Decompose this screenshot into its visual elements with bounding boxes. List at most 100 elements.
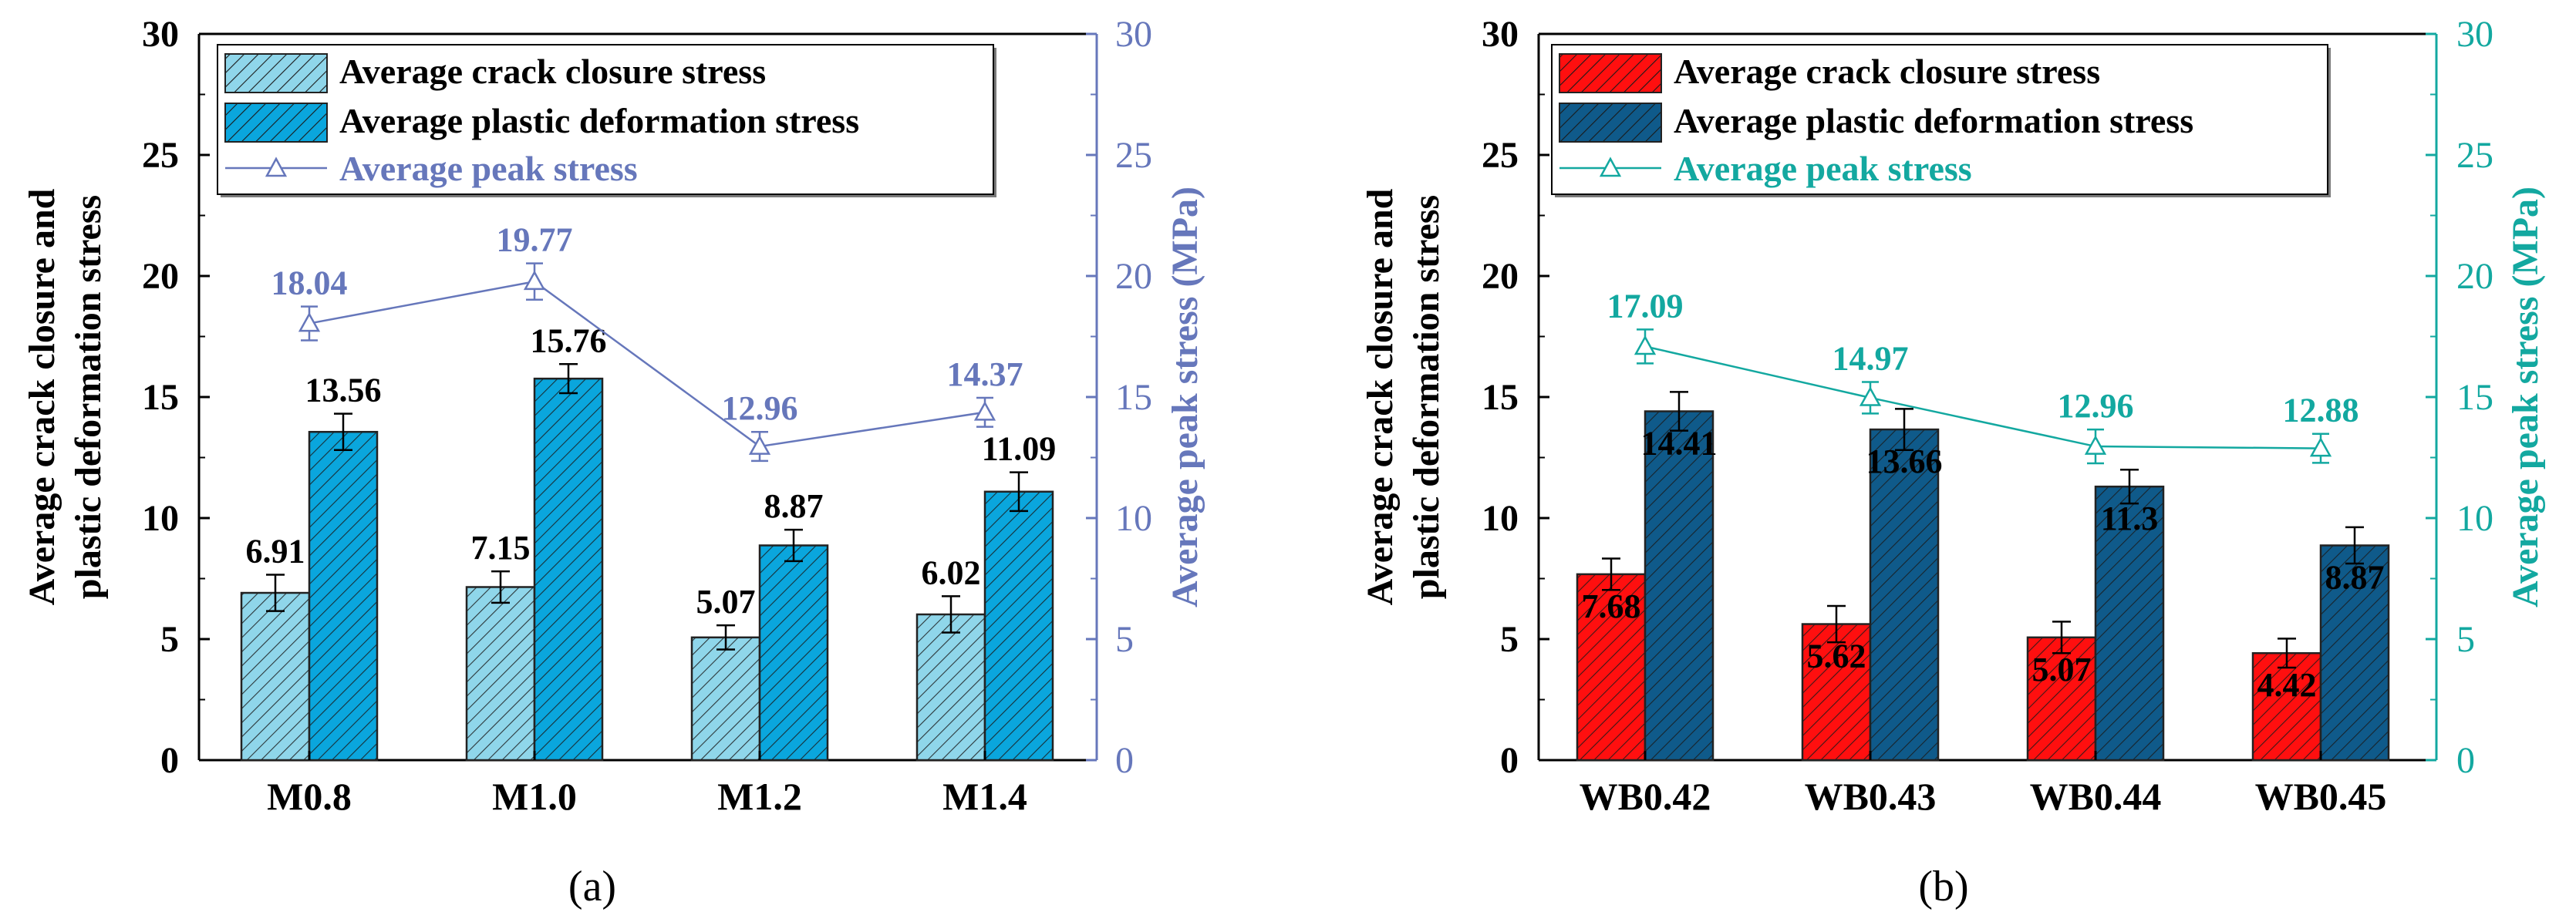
data-label-closure: 5.62: [1807, 638, 1866, 675]
peak-line: [309, 280, 986, 448]
peak-marker: [523, 270, 546, 291]
peak-data-label: 12.88: [2283, 392, 2359, 429]
y-tick-label-right: 20: [2456, 256, 2493, 297]
y-axis-title-left: Average crack closure and plastic deforma…: [1360, 188, 1447, 605]
legend: Average crack closure stress Average plas…: [217, 44, 996, 197]
peak-marker: [2309, 436, 2332, 457]
y-tick-label-left: 20: [1482, 256, 1519, 297]
peak-data-label: 18.04: [271, 264, 348, 302]
legend-label-closure: Average crack closure stress: [339, 52, 766, 91]
bar-hatch: [915, 613, 986, 762]
bar-hatch: [240, 591, 311, 762]
y-tick-label-right: 0: [1115, 740, 1134, 781]
peak-data-label: 12.96: [722, 389, 798, 427]
legend-swatch-hatch: [224, 103, 328, 143]
y-tick-label-left: 30: [1482, 14, 1519, 55]
legend-label-peak: Average peak stress: [339, 149, 638, 188]
x-tick-label: M1.2: [717, 775, 802, 818]
data-label-plastic: 13.66: [1866, 443, 1943, 480]
y-tick-label-right: 15: [2456, 377, 2493, 418]
y-tick-label-right: 10: [1115, 498, 1152, 539]
legend-label-plastic: Average plastic deformation stress: [339, 101, 859, 140]
y-tick-label-left: 0: [160, 740, 179, 781]
legend: Average crack closure stress Average plas…: [1551, 44, 2331, 197]
bar-hatch: [2319, 544, 2390, 762]
legend-swatch-peak-marker: [1599, 156, 1622, 177]
bar-hatch: [308, 430, 379, 762]
peak-marker: [298, 311, 321, 332]
panel-caption: (a): [568, 863, 616, 910]
y-axis-title-left: Average crack closure and plastic deforma…: [22, 188, 109, 605]
peak-marker: [1634, 335, 1657, 355]
data-label-closure: 7.15: [471, 529, 531, 567]
bar-hatch: [758, 544, 829, 762]
bar-hatch: [983, 490, 1054, 762]
data-label-closure: 6.91: [246, 532, 305, 570]
y-axis-title-line-2: plastic deformation stress: [1406, 195, 1447, 599]
y-tick-label-right: 30: [1115, 14, 1152, 55]
x-tick-label: M1.4: [942, 775, 1027, 818]
y-tick-label-left: 15: [1482, 377, 1519, 418]
y-axis-title-right: Average peak stress (MPa): [2505, 187, 2546, 607]
y-tick-label-left: 20: [142, 256, 179, 297]
panel-b: 0 0 5 5 10 10 15 15 20 20 25 25 30 30 Average crack cl…: [1360, 14, 2546, 910]
bar-hatch: [1576, 573, 1647, 762]
data-label-plastic: 11.09: [982, 430, 1057, 468]
x-tick-label: WB0.42: [1580, 775, 1711, 818]
peak-line: [1644, 345, 2321, 449]
legend-box: [1551, 44, 2328, 195]
y-tick-label-left: 10: [142, 498, 179, 539]
data-label-closure: 6.02: [922, 554, 981, 591]
x-tick-label: M1.0: [492, 775, 577, 818]
y-tick-label-right: 30: [2456, 14, 2493, 55]
y-axis-title-right: Average peak stress (MPa): [1165, 187, 1205, 607]
peak-marker: [748, 435, 771, 455]
data-label-plastic: 8.87: [764, 487, 824, 525]
peak-data-label: 17.09: [1607, 287, 1684, 325]
data-label-closure: 7.68: [1582, 587, 1641, 625]
y-tick-label-right: 0: [2456, 740, 2475, 781]
y-axis-title-right-text: Average peak stress (MPa): [1165, 187, 1205, 607]
data-label-plastic: 15.76: [531, 321, 607, 359]
y-axis-title-line-2: plastic deformation stress: [68, 195, 109, 599]
x-tick-label: M0.8: [267, 775, 352, 818]
y-axis-title-line-1: Average crack closure and: [1360, 188, 1401, 605]
x-tick-label: WB0.44: [2030, 775, 2162, 818]
legend-box: [217, 44, 994, 195]
bar-hatch: [2026, 636, 2097, 762]
bar-hatch: [465, 586, 536, 762]
y-tick-label-left: 30: [142, 14, 179, 55]
data-label-closure: 4.42: [2257, 666, 2317, 704]
bar-hatch: [2094, 485, 2165, 762]
y-tick-label-right: 25: [1115, 135, 1152, 176]
y-tick-label-left: 10: [1482, 498, 1519, 539]
bar-hatch: [533, 377, 604, 762]
y-axis-title-right-text: Average peak stress (MPa): [2505, 187, 2546, 607]
bar-hatch: [1644, 410, 1715, 762]
data-label-plastic: 11.3: [2101, 500, 2159, 537]
peak-marker: [1859, 386, 1882, 406]
y-tick-label-left: 5: [160, 619, 179, 660]
data-label-plastic: 13.56: [305, 372, 382, 409]
legend-swatch-hatch: [1559, 53, 1662, 93]
legend-swatch-hatch: [224, 53, 328, 93]
panel-a: 0 0 5 5 10 10 15 15 20 20 25 25 30 30 Average crack cl…: [22, 14, 1205, 910]
legend-label-closure: Average crack closure stress: [1674, 52, 2100, 91]
y-tick-label-left: 5: [1500, 619, 1519, 660]
legend-swatch-peak-marker: [265, 156, 288, 177]
legend-label-peak: Average peak stress: [1674, 149, 1972, 188]
x-tick-label: WB0.43: [1805, 775, 1937, 818]
y-tick-label-left: 25: [142, 135, 179, 176]
peak-data-label: 14.37: [947, 355, 1023, 393]
data-label-closure: 5.07: [696, 583, 756, 621]
y-tick-label-right: 10: [2456, 498, 2493, 539]
x-tick-label: WB0.45: [2255, 775, 2387, 818]
y-tick-label-right: 5: [2456, 619, 2475, 660]
data-label-plastic: 14.41: [1641, 425, 1718, 463]
legend-swatch-hatch: [1559, 103, 1662, 143]
data-label-closure: 5.07: [2032, 651, 2092, 688]
y-tick-label-right: 20: [1115, 256, 1152, 297]
peak-marker: [2084, 435, 2107, 455]
peak-marker: [973, 401, 996, 421]
